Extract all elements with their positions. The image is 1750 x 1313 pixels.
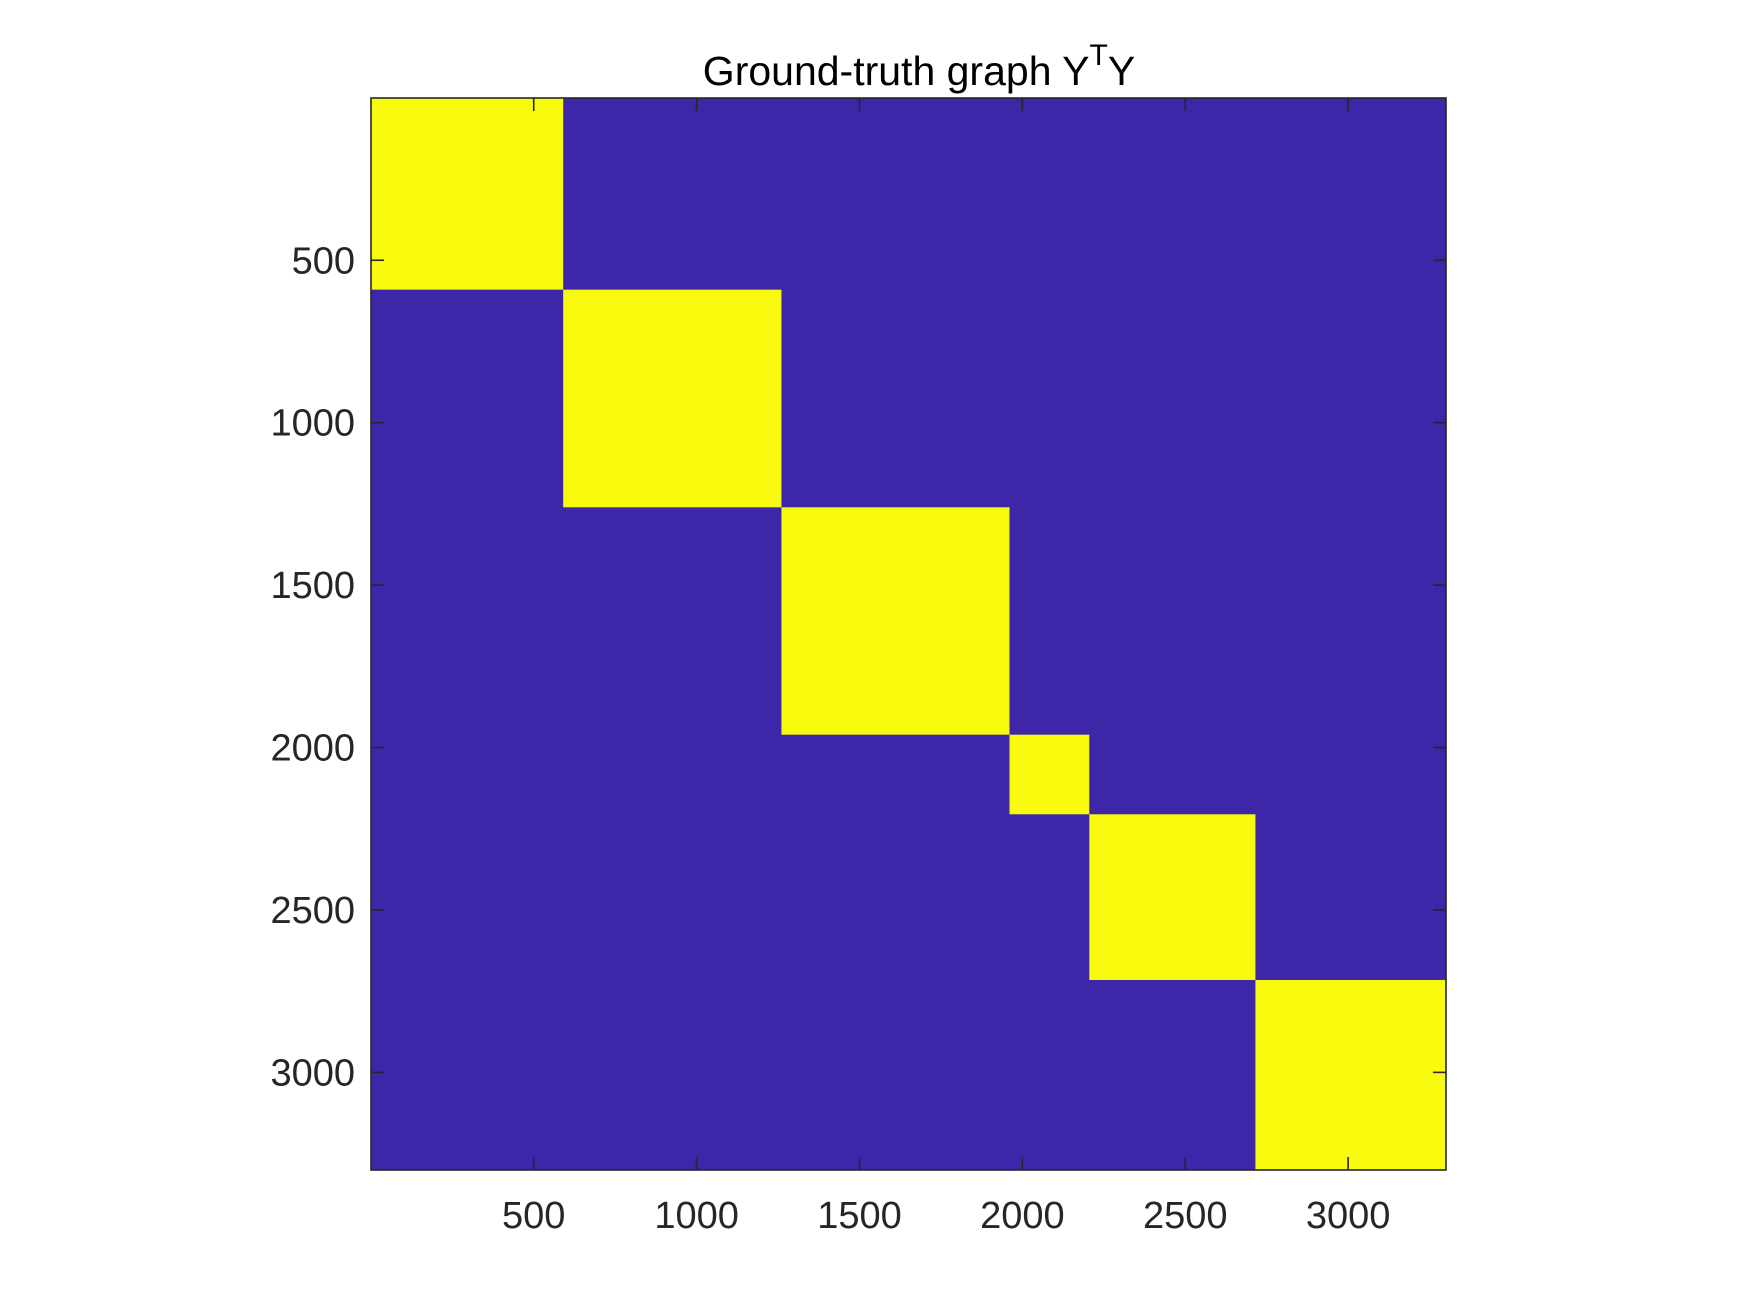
chart-title: Ground-truth graph YTY <box>703 39 1135 94</box>
axis-ticks <box>371 98 1446 1170</box>
axes-box <box>370 97 1447 1171</box>
x-tick-label: 2000 <box>980 1195 1065 1237</box>
heatmap-block-2 <box>563 289 782 508</box>
y-tick-label: 3000 <box>270 1052 355 1094</box>
heatmap-block-5 <box>1089 814 1256 980</box>
x-axis-tick-labels: 500 1000 1500 2000 2500 3000 <box>502 1195 1390 1237</box>
x-tick-label: 1000 <box>654 1195 739 1237</box>
y-tick-label: 2500 <box>270 890 355 932</box>
heatmap-block-6 <box>1255 979 1446 1170</box>
x-tick-label: 2500 <box>1143 1195 1228 1237</box>
y-tick-label: 1000 <box>270 403 355 445</box>
heatmap-block-4 <box>1009 734 1090 815</box>
x-tick-label: 1500 <box>817 1195 902 1237</box>
y-axis-tick-labels: 500 1000 1500 2000 2500 3000 <box>270 240 355 1094</box>
heatmap-blocks <box>371 98 1446 1170</box>
x-tick-label: 3000 <box>1306 1195 1391 1237</box>
x-tick-label: 500 <box>502 1195 565 1237</box>
chart-title-superscript: T <box>1090 39 1108 72</box>
y-tick-label: 1500 <box>270 565 355 607</box>
chart-title-suffix: Y <box>1108 48 1135 94</box>
heatmap-block-1 <box>371 98 564 290</box>
chart-title-main: Ground-truth graph Y <box>703 48 1090 94</box>
y-tick-label: 2000 <box>270 728 355 770</box>
y-tick-label: 500 <box>292 240 355 282</box>
heatmap-block-3 <box>781 507 1010 735</box>
